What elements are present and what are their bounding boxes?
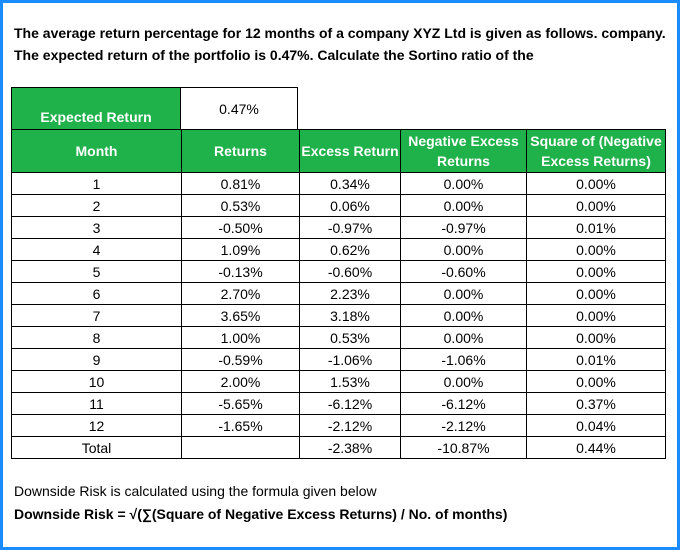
downside-risk-formula: Downside Risk = √(∑(Square of Negative E… <box>14 506 508 522</box>
month-cell: 6 <box>11 282 182 305</box>
month-cell: 2 <box>11 194 182 217</box>
square-negative-excess-cell: 0.00% <box>526 172 666 195</box>
negative-excess-cell: -6.12% <box>400 392 527 415</box>
negative-excess-cell: -0.97% <box>400 216 527 239</box>
excess-return-cell: -1.06% <box>299 348 401 371</box>
table-row: 10 2.00% 1.53% 0.00% 0.00% <box>11 370 666 393</box>
table-row: 6 2.70% 2.23% 0.00% 0.00% <box>11 282 666 305</box>
table-row: 9 -0.59% -1.06% -1.06% 0.01% <box>11 348 666 371</box>
header-month: Month <box>11 129 182 173</box>
table-row: 1 0.81% 0.34% 0.00% 0.00% <box>11 172 666 195</box>
excess-return-cell: -0.97% <box>299 216 401 239</box>
returns-cell: 2.00% <box>181 370 300 393</box>
excess-return-cell: 2.23% <box>299 282 401 305</box>
footer-line-1: Downside Risk is calculated using the fo… <box>14 483 377 499</box>
table-row: 8 1.00% 0.53% 0.00% 0.00% <box>11 326 666 349</box>
month-cell: 5 <box>11 260 182 283</box>
returns-cell: 2.70% <box>181 282 300 305</box>
excess-return-cell: -6.12% <box>299 392 401 415</box>
negative-excess-cell: 0.00% <box>400 172 527 195</box>
excess-return-cell: -2.38% <box>299 436 401 459</box>
returns-cell: -0.13% <box>181 260 300 283</box>
header-negative-excess-returns: Negative Excess Returns <box>400 129 527 173</box>
excess-return-cell: 1.53% <box>299 370 401 393</box>
square-negative-excess-cell: 0.00% <box>526 194 666 217</box>
square-negative-excess-cell: 0.04% <box>526 414 666 437</box>
negative-excess-cell: -10.87% <box>400 436 527 459</box>
month-cell: 1 <box>11 172 182 195</box>
expected-return-value: 0.47% <box>180 87 298 130</box>
square-negative-excess-cell: 0.00% <box>526 370 666 393</box>
square-negative-excess-cell: 0.01% <box>526 348 666 371</box>
returns-cell: -0.59% <box>181 348 300 371</box>
table-row: 11 -5.65% -6.12% -6.12% 0.37% <box>11 392 666 415</box>
negative-excess-cell: 0.00% <box>400 370 527 393</box>
returns-cell: 0.81% <box>181 172 300 195</box>
month-cell: 9 <box>11 348 182 371</box>
footer-text: Downside Risk is calculated using the fo… <box>14 480 664 526</box>
excess-return-cell: 0.34% <box>299 172 401 195</box>
month-cell: 3 <box>11 216 182 239</box>
square-negative-excess-cell: 0.00% <box>526 304 666 327</box>
returns-cell: 0.53% <box>181 194 300 217</box>
excess-return-cell: 0.06% <box>299 194 401 217</box>
table-row: 5 -0.13% -0.60% -0.60% 0.00% <box>11 260 666 283</box>
table-header-row: Month Returns Excess Return Negative Exc… <box>11 129 666 173</box>
square-negative-excess-cell: 0.00% <box>526 238 666 261</box>
table-row: 2 0.53% 0.06% 0.00% 0.00% <box>11 194 666 217</box>
header-returns: Returns <box>181 129 300 173</box>
negative-excess-cell: -0.60% <box>400 260 527 283</box>
negative-excess-cell: 0.00% <box>400 304 527 327</box>
returns-cell <box>181 436 300 459</box>
negative-excess-cell: 0.00% <box>400 282 527 305</box>
returns-cell: 1.00% <box>181 326 300 349</box>
square-negative-excess-cell: 0.00% <box>526 282 666 305</box>
excess-return-cell: -0.60% <box>299 260 401 283</box>
month-cell: 8 <box>11 326 182 349</box>
excess-return-cell: -2.12% <box>299 414 401 437</box>
table-row: 7 3.65% 3.18% 0.00% 0.00% <box>11 304 666 327</box>
header-excess-return: Excess Return <box>299 129 401 173</box>
intro-line-2: The expected return of the portfolio is … <box>14 47 534 63</box>
negative-excess-cell: -2.12% <box>400 414 527 437</box>
square-negative-excess-cell: 0.37% <box>526 392 666 415</box>
square-negative-excess-cell: 0.00% <box>526 326 666 349</box>
excess-return-cell: 3.18% <box>299 304 401 327</box>
returns-cell: 3.65% <box>181 304 300 327</box>
returns-cell: -1.65% <box>181 414 300 437</box>
table-row: 3 -0.50% -0.97% -0.97% 0.01% <box>11 216 666 239</box>
month-cell: 4 <box>11 238 182 261</box>
returns-cell: -5.65% <box>181 392 300 415</box>
returns-cell: -0.50% <box>181 216 300 239</box>
negative-excess-cell: 0.00% <box>400 326 527 349</box>
table-row: 4 1.09% 0.62% 0.00% 0.00% <box>11 238 666 261</box>
intro-text: The average return percentage for 12 mon… <box>14 22 666 66</box>
month-cell: 10 <box>11 370 182 393</box>
month-cell: Total <box>11 436 182 459</box>
returns-cell: 1.09% <box>181 238 300 261</box>
expected-return-label: Expected Return <box>11 87 181 130</box>
square-negative-excess-cell: 0.44% <box>526 436 666 459</box>
total-row: Total -2.38% -10.87% 0.44% <box>11 436 666 459</box>
square-negative-excess-cell: 0.01% <box>526 216 666 239</box>
returns-table: Month Returns Excess Return Negative Exc… <box>11 129 666 459</box>
month-cell: 7 <box>11 304 182 327</box>
negative-excess-cell: 0.00% <box>400 194 527 217</box>
month-cell: 11 <box>11 392 182 415</box>
header-square-negative-excess: Square of (Negative Excess Returns) <box>526 129 666 173</box>
negative-excess-cell: -1.06% <box>400 348 527 371</box>
table-body: 1 0.81% 0.34% 0.00% 0.00% 2 0.53% 0.06% 0.00% 0.0… <box>11 172 666 459</box>
excess-return-cell: 0.62% <box>299 238 401 261</box>
excess-return-cell: 0.53% <box>299 326 401 349</box>
month-cell: 12 <box>11 414 182 437</box>
intro-line-1: The average return percentage for 12 mon… <box>14 25 666 41</box>
table-row: 12 -1.65% -2.12% -2.12% 0.04% <box>11 414 666 437</box>
negative-excess-cell: 0.00% <box>400 238 527 261</box>
square-negative-excess-cell: 0.00% <box>526 260 666 283</box>
